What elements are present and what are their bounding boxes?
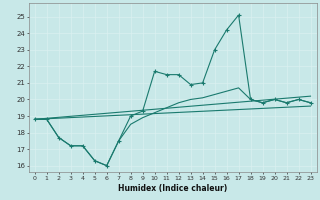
X-axis label: Humidex (Indice chaleur): Humidex (Indice chaleur)	[118, 184, 227, 193]
